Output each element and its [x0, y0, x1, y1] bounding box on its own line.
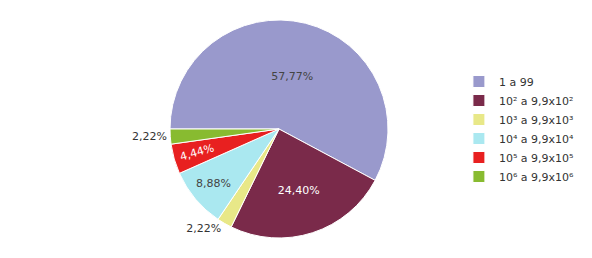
svg-text:10³ a 9,9x10³: 10³ a 9,9x10³: [499, 114, 574, 127]
svg-text:2,22%: 2,22%: [186, 222, 221, 235]
svg-text:10⁶ a 9,9x10⁶: 10⁶ a 9,9x10⁶: [499, 171, 574, 184]
svg-text:10⁴ a 9,9x10⁴: 10⁴ a 9,9x10⁴: [499, 133, 574, 146]
svg-text:24,40%: 24,40%: [278, 184, 320, 197]
svg-text:2,22%: 2,22%: [132, 130, 167, 143]
svg-text:57,77%: 57,77%: [271, 70, 313, 83]
svg-text:4,44%: 4,44%: [178, 141, 215, 163]
svg-text:1 a 99: 1 a 99: [499, 76, 534, 89]
svg-text:10² a 9,9x10²: 10² a 9,9x10²: [499, 95, 574, 108]
svg-text:8,88%: 8,88%: [196, 177, 231, 190]
svg-text:10⁵ a 9,9x10⁵: 10⁵ a 9,9x10⁵: [499, 152, 574, 165]
